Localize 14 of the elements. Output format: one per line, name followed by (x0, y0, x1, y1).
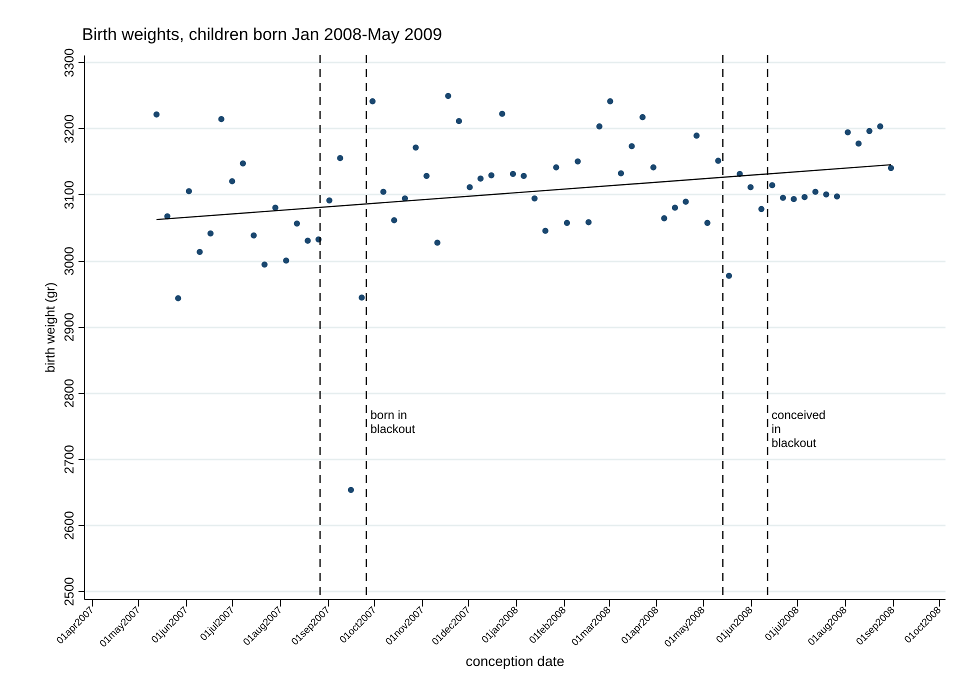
y-tick-label: 2900 (62, 312, 76, 342)
y-tick-label: 3000 (62, 246, 76, 276)
y-tick-label: 2600 (62, 511, 76, 540)
chart-title: Birth weights, children born Jan 2008-May 2009 (82, 24, 442, 44)
y-tick-label: 2800 (62, 378, 76, 408)
y-tick-label: 2700 (62, 444, 76, 474)
y-tick-label: 3300 (62, 48, 76, 78)
y-tick-label: 2500 (62, 577, 76, 606)
y-axis-title: birth weight (gr) (42, 282, 58, 373)
y-tick-label: 3100 (62, 180, 76, 210)
ref-line-label: born in blackout (370, 408, 416, 436)
ref-line-label: conceived in blackout (772, 408, 826, 450)
x-axis-title: conception date (466, 652, 565, 669)
y-tick-label: 3200 (62, 114, 76, 144)
